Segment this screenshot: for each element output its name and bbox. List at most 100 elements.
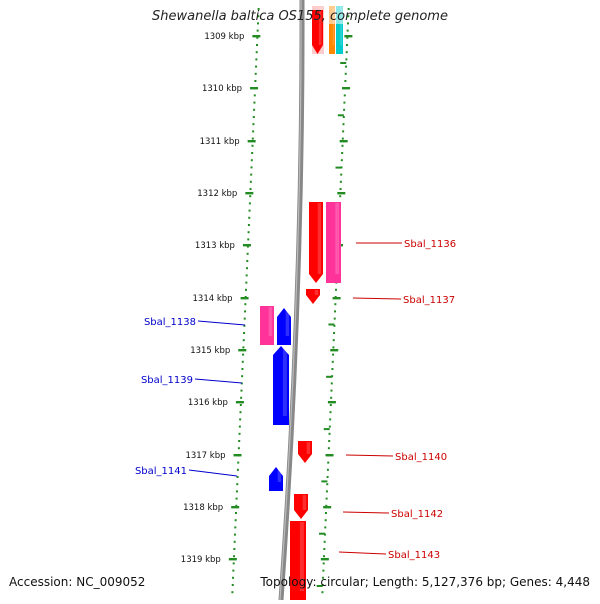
right-track-dot xyxy=(346,44,349,46)
topology-text: Topology: circular; Length: 5,127,376 bp… xyxy=(260,575,590,589)
right-track-dot xyxy=(346,22,349,25)
left-track-dot xyxy=(256,44,259,46)
left-track-dot xyxy=(251,137,254,140)
left-track-dot xyxy=(252,123,255,126)
gene-top-fade xyxy=(329,6,343,24)
right-track-dot xyxy=(323,555,326,558)
right-track-tick xyxy=(332,297,341,300)
right-track-dot xyxy=(346,29,349,32)
kbp-tick-label: 1312 kbp xyxy=(197,189,237,199)
right-track-dot xyxy=(343,108,346,111)
genome-spine-highlight xyxy=(279,0,302,601)
right-track-dot xyxy=(321,591,324,594)
left-track-dot xyxy=(254,72,257,75)
left-track-dot xyxy=(233,548,236,550)
left-track-dot xyxy=(256,22,259,25)
right-track-minor-tick xyxy=(326,375,333,378)
left-track-tick xyxy=(228,558,237,561)
left-track-dot xyxy=(242,353,245,356)
left-track-dot xyxy=(246,260,249,262)
kbp-tick-label: 1316 kbp xyxy=(188,398,228,408)
kbp-tick-label: 1317 kbp xyxy=(185,451,225,461)
kbp-tick-label: 1318 kbp xyxy=(183,503,223,513)
kbp-tick-label: 1310 kbp xyxy=(202,84,242,94)
gene-sbal-1143-shade xyxy=(299,522,304,591)
right-track-tick xyxy=(342,87,351,90)
right-track-tick xyxy=(337,192,346,195)
map-title: Shewanella baltica OS155, complete genom… xyxy=(152,9,448,24)
right-track-dot xyxy=(324,526,327,529)
gene-sbal-1138-pink xyxy=(260,306,274,345)
left-track-dot xyxy=(241,368,244,370)
left-track-dot xyxy=(249,180,252,183)
right-track-dot xyxy=(327,447,330,450)
right-track-dot xyxy=(343,101,346,104)
left-track-dot xyxy=(243,332,246,334)
left-track-dot xyxy=(246,252,249,255)
right-track-dot xyxy=(331,368,334,370)
gene-sbal-1137-shade xyxy=(314,290,319,295)
right-track-dot xyxy=(330,382,333,385)
right-track-dot xyxy=(322,576,325,579)
right-track-dot xyxy=(324,512,327,514)
right-track-dot xyxy=(332,339,335,342)
left-track-dot xyxy=(237,447,240,450)
right-track-dot xyxy=(330,389,333,392)
right-track-dot xyxy=(345,58,348,61)
right-track-dot xyxy=(323,540,326,543)
right-track-dot xyxy=(328,425,331,428)
left-track-dot xyxy=(251,152,254,154)
left-track-dot xyxy=(234,526,237,529)
gene-label: Sbal_1138 xyxy=(144,317,196,328)
gene-sbal-1136-b xyxy=(326,202,341,283)
left-track-dot xyxy=(232,576,235,579)
right-track-dot xyxy=(334,310,337,313)
right-track-dot xyxy=(341,137,344,140)
left-track-dot xyxy=(240,389,243,392)
right-track-dot xyxy=(345,51,348,54)
left-track-dot xyxy=(237,461,240,464)
right-track-dot xyxy=(325,504,328,507)
left-track-dot xyxy=(236,476,239,478)
gene-sbal-1139 xyxy=(273,346,289,425)
left-track-dot xyxy=(235,504,238,507)
gene-sbal-1142 xyxy=(294,494,308,519)
left-track-dot xyxy=(232,569,235,572)
right-track-dot xyxy=(345,65,348,68)
right-track-tick xyxy=(323,506,332,509)
right-track-minor-tick xyxy=(340,62,347,64)
kbp-tick-label: 1319 kbp xyxy=(181,555,221,565)
right-track-dot xyxy=(326,476,329,478)
gene-label: Sbal_1136 xyxy=(404,239,456,250)
left-track-dot xyxy=(256,29,259,32)
gene-leader-line xyxy=(338,551,387,555)
left-track-tick xyxy=(242,244,251,247)
right-track-dot xyxy=(322,562,325,565)
gene-forward-top-shade xyxy=(318,11,322,45)
right-track-dot xyxy=(341,152,344,154)
right-track-dot xyxy=(333,317,336,320)
left-track-dot xyxy=(252,116,255,118)
left-track-dot xyxy=(238,440,241,442)
left-track-tick xyxy=(238,349,247,352)
left-track-dot xyxy=(247,238,250,241)
left-track-dot xyxy=(234,519,237,522)
left-track-dot xyxy=(247,231,250,234)
left-track-dot xyxy=(234,512,237,514)
right-track-tick xyxy=(327,401,336,404)
right-track-dot xyxy=(330,396,333,399)
gene-leader-line xyxy=(342,511,390,514)
right-track-dot xyxy=(321,584,324,586)
genome-spine xyxy=(278,0,305,603)
right-track-dot xyxy=(329,418,332,421)
right-track-dot xyxy=(328,440,331,442)
gene-label: Sbal_1137 xyxy=(403,295,455,306)
left-track-dot xyxy=(257,8,260,10)
gene-sbal-1137 xyxy=(306,289,320,304)
accession-text: Accession: NC_009052 xyxy=(9,575,146,589)
left-track-tick xyxy=(233,454,242,457)
left-track-dot xyxy=(253,108,256,111)
left-track-dot xyxy=(252,130,255,133)
